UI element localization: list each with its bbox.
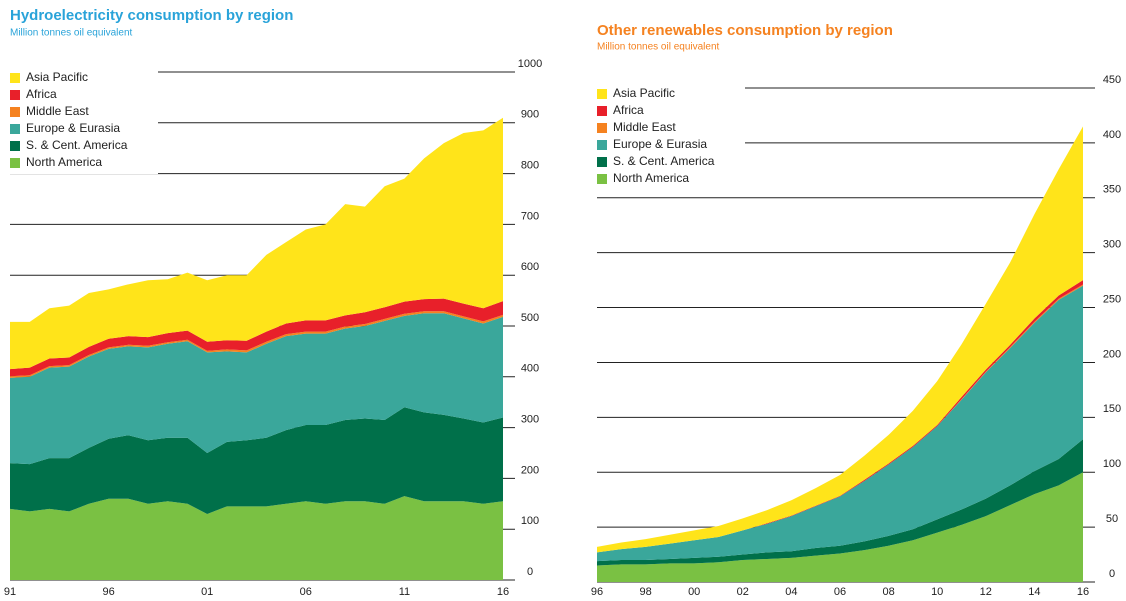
legend-label: Africa xyxy=(613,103,644,117)
area xyxy=(10,117,503,370)
x-tick-label: 06 xyxy=(300,586,312,598)
x-tick-label: 16 xyxy=(1077,586,1089,598)
x-tick-label: 12 xyxy=(980,586,992,598)
y-tick-label: 100 xyxy=(1103,458,1121,470)
area xyxy=(597,439,1083,566)
y-tick-label: 0 xyxy=(1109,568,1115,580)
x-tick-label: 98 xyxy=(639,586,651,598)
x-tick-label: 91 xyxy=(4,586,16,598)
legend-label: Asia Pacific xyxy=(26,70,88,84)
y-tick-label: 400 xyxy=(1103,129,1121,141)
y-tick-label: 700 xyxy=(521,210,539,222)
x-tick-label: 01 xyxy=(201,586,213,598)
area xyxy=(10,496,503,580)
area xyxy=(10,298,503,377)
legend-swatch xyxy=(597,89,607,99)
y-tick-label: 450 xyxy=(1103,74,1121,86)
legend-swatch xyxy=(10,90,20,100)
legend-label: Asia Pacific xyxy=(613,86,675,100)
legend-swatch xyxy=(597,157,607,167)
y-tick-label: 300 xyxy=(521,414,539,426)
area xyxy=(10,313,503,465)
y-tick-label: 800 xyxy=(521,160,539,172)
chart: Hydroelectricity consumption by region Mi… xyxy=(4,7,542,598)
legend-label: Middle East xyxy=(613,120,676,134)
legend-swatch xyxy=(597,140,607,150)
legend-label: Europe & Eurasia xyxy=(613,137,707,151)
y-tick-label: 50 xyxy=(1106,513,1118,525)
chart-title: Hydroelectricity consumption by region xyxy=(10,7,293,24)
legend-label: North America xyxy=(26,155,102,169)
x-tick-label: 16 xyxy=(497,586,509,598)
chart-subtitle: Million tonnes oil equivalent xyxy=(10,28,133,39)
x-tick-label: 96 xyxy=(102,586,114,598)
chart: Other renewables consumption by region Mi… xyxy=(591,22,1121,598)
legend-swatch xyxy=(10,124,20,134)
area xyxy=(10,407,503,514)
y-tick-label: 200 xyxy=(1103,348,1121,360)
legend-swatch xyxy=(597,106,607,116)
area xyxy=(597,126,1083,553)
y-tick-label: 600 xyxy=(521,261,539,273)
y-tick-label: 350 xyxy=(1103,184,1121,196)
y-tick-label: 900 xyxy=(521,109,539,121)
y-tick-label: 1000 xyxy=(518,58,542,70)
y-tick-label: 300 xyxy=(1103,239,1121,251)
legend-swatch xyxy=(597,123,607,133)
legend-label: Africa xyxy=(26,87,57,101)
legend-swatch xyxy=(597,174,607,184)
y-tick-label: 200 xyxy=(521,464,539,476)
x-tick-label: 10 xyxy=(931,586,943,598)
x-tick-label: 02 xyxy=(737,586,749,598)
x-tick-label: 96 xyxy=(591,586,603,598)
y-tick-label: 500 xyxy=(521,312,539,324)
x-tick-label: 04 xyxy=(785,586,797,598)
area xyxy=(597,285,1083,562)
x-tick-label: 08 xyxy=(882,586,894,598)
legend-swatch xyxy=(10,141,20,151)
y-tick-label: 0 xyxy=(527,566,533,578)
chart-title: Other renewables consumption by region xyxy=(597,22,893,39)
y-tick-label: 100 xyxy=(521,515,539,527)
y-tick-label: 400 xyxy=(521,363,539,375)
legend-swatch xyxy=(10,158,20,168)
y-tick-label: 150 xyxy=(1103,403,1121,415)
legend-label: North America xyxy=(613,171,689,185)
legend-label: Europe & Eurasia xyxy=(26,121,120,135)
legend-label: S. & Cent. America xyxy=(613,154,715,168)
legend-background xyxy=(8,70,158,174)
legend-swatch xyxy=(10,107,20,117)
x-tick-label: 06 xyxy=(834,586,846,598)
area xyxy=(597,472,1083,582)
x-tick-label: 14 xyxy=(1028,586,1040,598)
legend-label: S. & Cent. America xyxy=(26,138,128,152)
x-tick-label: 11 xyxy=(399,586,410,598)
x-tick-label: 00 xyxy=(688,586,700,598)
legend-background xyxy=(595,86,745,190)
legend-label: Middle East xyxy=(26,104,89,118)
y-tick-label: 250 xyxy=(1103,293,1121,305)
chart-subtitle: Million tonnes oil equivalent xyxy=(597,42,720,53)
legend-swatch xyxy=(10,73,20,83)
